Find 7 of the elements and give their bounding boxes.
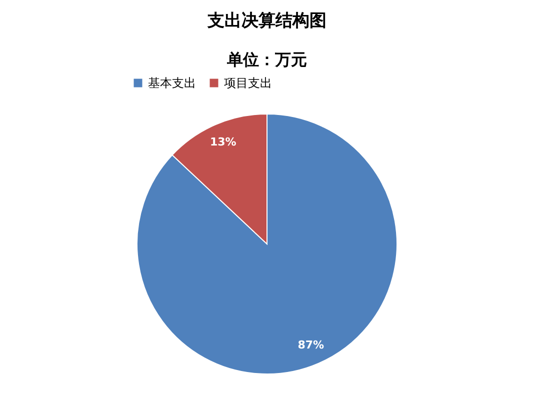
chart-title: 支出决算结构图 — [206, 11, 326, 31]
pie-slice — [136, 114, 398, 374]
data-label: 87% — [298, 338, 324, 352]
chart-subtitle: 单位：万元 — [226, 50, 307, 69]
legend-label: 项目支出 — [224, 76, 272, 90]
legend-label: 基本支出 — [148, 76, 196, 90]
data-label: 13% — [210, 136, 236, 149]
